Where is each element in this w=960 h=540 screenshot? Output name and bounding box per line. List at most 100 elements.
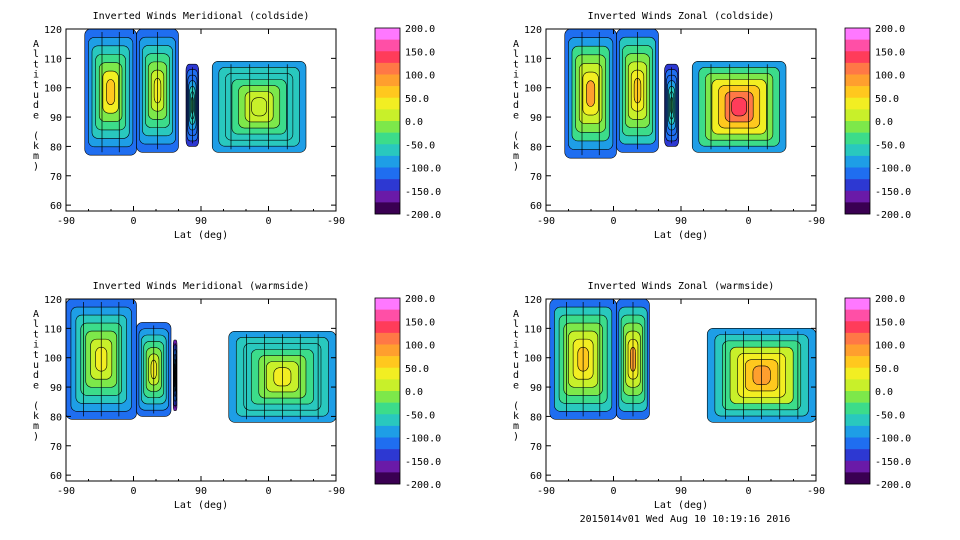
colorbar-swatch — [845, 202, 870, 215]
colorbar-swatch — [375, 86, 400, 99]
y-tick-label: 70 — [50, 442, 62, 453]
x-tick-label: 90 — [675, 216, 687, 227]
colorbar-tick-label: 50.0 — [405, 94, 429, 105]
colorbar-swatch — [375, 97, 400, 110]
x-tick-label: 0 — [265, 216, 271, 227]
x-tick-label: 0 — [745, 486, 751, 497]
x-axis-label: Lat (deg) — [654, 500, 708, 511]
chart-title: Inverted Winds Meridional (coldside) — [93, 11, 310, 22]
y-tick-label: 110 — [524, 324, 542, 335]
colorbar-tick-label: 100.0 — [875, 71, 905, 82]
colorbar-tick-label: -100.0 — [405, 434, 441, 445]
y-tick-label: 60 — [530, 471, 542, 482]
colorbar-swatch — [845, 39, 870, 52]
colorbar-tick-label: 50.0 — [875, 94, 899, 105]
colorbar-swatch — [375, 51, 400, 64]
x-tick-label: 0 — [130, 486, 136, 497]
colorbar-frame — [374, 27, 401, 215]
y-tick-label: 70 — [50, 172, 62, 183]
colorbar-swatch — [375, 39, 400, 52]
colorbar-tick-label: -50.0 — [405, 140, 435, 151]
colorbar-swatch — [845, 74, 870, 87]
colorbar-swatch — [375, 190, 400, 203]
x-axis-label: Lat (deg) — [174, 500, 228, 511]
y-tick-label: 110 — [44, 324, 62, 335]
colorbar-swatch — [375, 425, 400, 438]
colorbar-tick-label: -200.0 — [405, 480, 441, 491]
y-tick-label: 100 — [44, 354, 62, 365]
colorbar-swatch — [845, 190, 870, 203]
colorbar-tick-label: 0.0 — [875, 117, 893, 128]
colorbar-tick-label: -100.0 — [405, 164, 441, 175]
x-tick-label: -90 — [807, 216, 825, 227]
colorbar-swatch — [845, 391, 870, 403]
colorbar-swatch — [375, 321, 400, 334]
colorbar-tick-label: 150.0 — [875, 47, 905, 58]
colorbar-tick-label: 100.0 — [405, 341, 435, 352]
x-tick-label: -90 — [327, 216, 345, 227]
colorbar-swatch — [845, 51, 870, 64]
x-axis-label: Lat (deg) — [174, 230, 228, 241]
colorbar-swatch — [845, 344, 870, 357]
y-tick-label: 120 — [524, 295, 542, 306]
colorbar-tick-label: -100.0 — [875, 434, 911, 445]
colorbar-tick-label: 50.0 — [875, 364, 899, 375]
y-tick-label: 100 — [524, 84, 542, 95]
colorbar-tick-label: 100.0 — [405, 71, 435, 82]
x-tick-label: 0 — [130, 216, 136, 227]
y-tick-label: 110 — [44, 54, 62, 65]
colorbar-swatch — [845, 144, 870, 157]
y-tick-label: 120 — [44, 295, 62, 306]
colorbar-tick-label: 150.0 — [405, 47, 435, 58]
colorbar-swatch — [845, 460, 870, 473]
x-tick-label: -90 — [57, 216, 75, 227]
colorbar-tick-label: 100.0 — [875, 341, 905, 352]
colorbar-swatch — [845, 449, 870, 462]
colorbar-swatch — [845, 402, 870, 415]
colorbar-tick-label: -50.0 — [875, 140, 905, 151]
y-tick-label: 70 — [530, 172, 542, 183]
colorbar-tick-label: 0.0 — [875, 387, 893, 398]
colorbar-swatch — [845, 414, 870, 427]
y-tick-label: 70 — [530, 442, 542, 453]
colorbar-tick-label: -200.0 — [875, 210, 911, 221]
colorbar-tick-label: -50.0 — [405, 410, 435, 421]
colorbar-swatch — [845, 86, 870, 99]
y-tick-label: 60 — [530, 201, 542, 212]
x-tick-label: 90 — [195, 216, 207, 227]
colorbar-swatch — [845, 309, 870, 322]
y-tick-label: 120 — [524, 25, 542, 36]
chart-panel-3: Inverted Winds Meridional (warmside) -90 0… — [33, 281, 441, 511]
colorbar-tick-label: 200.0 — [875, 24, 905, 35]
colorbar-swatch — [375, 356, 400, 369]
x-axis-label: Lat (deg) — [654, 230, 708, 241]
colorbar-swatch — [375, 144, 400, 157]
y-tick-label: 80 — [50, 412, 62, 423]
colorbar-swatch — [845, 167, 870, 180]
y-tick-label: 80 — [530, 412, 542, 423]
colorbar-swatch — [375, 391, 400, 403]
footer-timestamp: 2015014v01 Wed Aug 10 10:19:16 2016 — [579, 514, 791, 525]
colorbar-swatch — [845, 62, 870, 75]
colorbar-swatch — [375, 155, 400, 168]
colorbar-tick-label: -100.0 — [875, 164, 911, 175]
colorbar-swatch — [375, 179, 400, 192]
colorbar-swatch — [375, 62, 400, 75]
chart-title: Inverted Winds Zonal (warmside) — [588, 281, 775, 292]
contour-field — [66, 299, 336, 423]
x-tick-label: -90 — [537, 486, 555, 497]
colorbar-swatch — [375, 121, 400, 133]
colorbar-swatch — [375, 74, 400, 87]
contour-level — [251, 97, 267, 117]
colorbar-swatch — [845, 298, 870, 310]
y-tick-label: 90 — [50, 113, 62, 124]
colorbar-tick-label: -150.0 — [875, 187, 911, 198]
y-tick-label: 100 — [524, 354, 542, 365]
contour-level — [586, 80, 596, 107]
colorbar-swatch — [375, 449, 400, 462]
y-tick-label: 110 — [524, 54, 542, 65]
colorbar-tick-label: 0.0 — [405, 117, 423, 128]
